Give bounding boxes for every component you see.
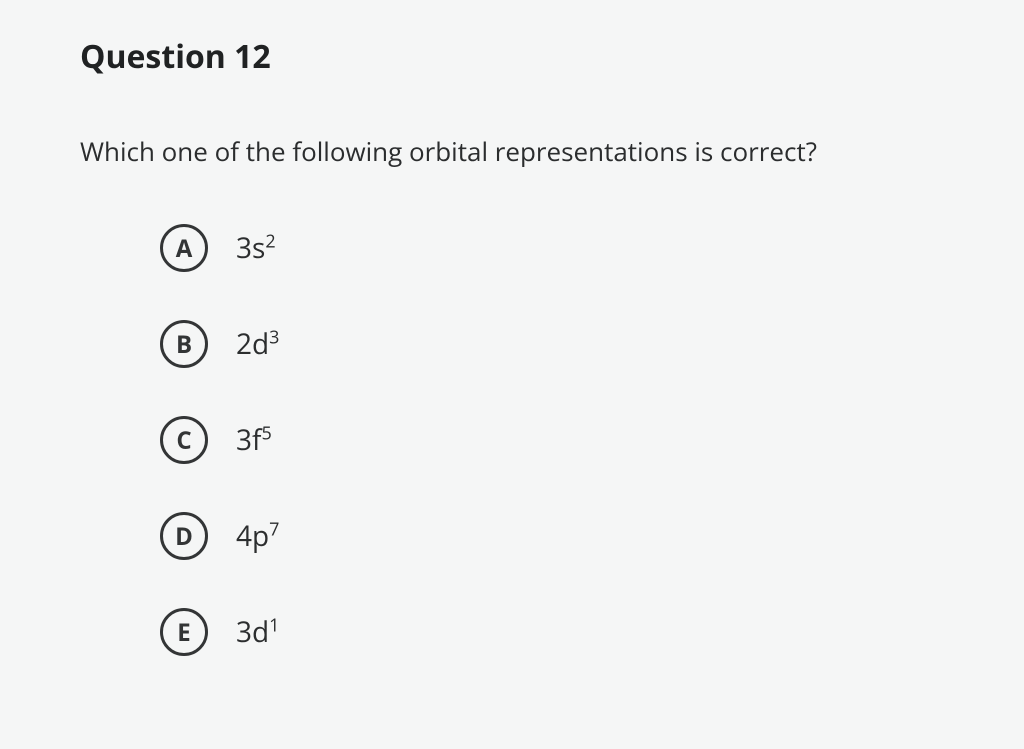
choice-base: 3f xyxy=(236,421,261,459)
choices-list: A 3s2 B 2d3 C 3f5 D 4p7 E 3d1 xyxy=(80,224,944,656)
choice-c[interactable]: C 3f5 xyxy=(160,416,944,464)
choice-superscript: 7 xyxy=(269,518,279,542)
choice-text: 2d3 xyxy=(236,325,279,363)
choice-e[interactable]: E 3d1 xyxy=(160,608,944,656)
choice-text: 3s2 xyxy=(236,229,276,267)
question-title: Question 12 xyxy=(80,35,944,78)
choice-base: 3d xyxy=(236,613,269,651)
choice-letter-circle: A xyxy=(160,224,208,272)
choice-letter-circle: C xyxy=(160,416,208,464)
choice-superscript: 2 xyxy=(265,230,275,254)
choice-letter-circle: B xyxy=(160,320,208,368)
choice-b[interactable]: B 2d3 xyxy=(160,320,944,368)
choice-superscript: 3 xyxy=(269,326,279,350)
question-prompt: Which one of the following orbital repre… xyxy=(80,133,944,169)
choice-text: 3f5 xyxy=(236,421,272,459)
choice-base: 4p xyxy=(236,517,269,555)
choice-superscript: 5 xyxy=(261,422,271,446)
choice-a[interactable]: A 3s2 xyxy=(160,224,944,272)
choice-superscript: 1 xyxy=(269,614,279,638)
choice-base: 2d xyxy=(236,325,269,363)
choice-text: 4p7 xyxy=(236,517,279,555)
choice-d[interactable]: D 4p7 xyxy=(160,512,944,560)
choice-text: 3d1 xyxy=(236,613,279,651)
choice-letter-circle: D xyxy=(160,512,208,560)
choice-letter-circle: E xyxy=(160,608,208,656)
choice-base: 3s xyxy=(236,229,265,267)
